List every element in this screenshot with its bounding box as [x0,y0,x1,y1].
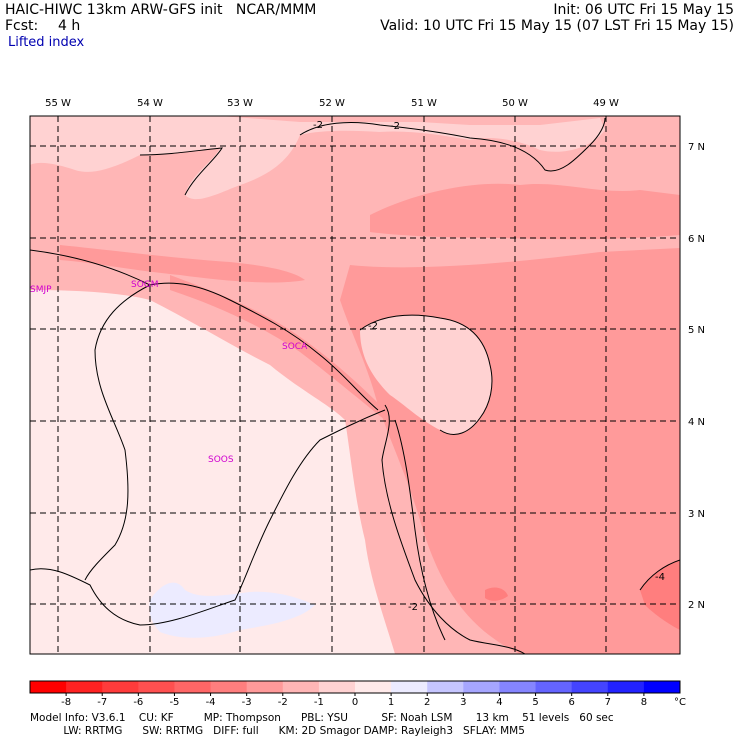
lat-label: 3 N [688,509,705,520]
colorbar-tick-label: -4 [206,697,216,708]
contour-label: -2 [390,121,400,132]
lat-label: 5 N [688,325,705,336]
colorbar-swatch [607,681,645,693]
colorbar-unit: °C [674,697,686,708]
forecast-label: Fcst: [5,18,39,34]
field-positive-patch [149,582,315,638]
coastline-north [30,249,379,411]
station-label: SOCA [282,342,308,352]
colorbar-swatch [318,681,356,693]
contour-minus2-east-coast [394,419,446,641]
footer-physics: LW: RRTMG SW: RRTMG DIFF: full KM: 2D Sm… [30,725,525,737]
colorbar-swatch [174,681,212,693]
colorbar-tick-label: 8 [641,697,647,708]
colorbar-tick-label: 2 [424,697,430,708]
shaded-field [30,116,680,654]
field-name: Lifted index [8,35,85,50]
contour-label: -2 [313,120,323,131]
colorbar-tick-label: 0 [352,697,358,708]
contour-label: -4 [655,572,665,583]
coastlines [30,249,526,654]
init-time: Init: 06 UTC Fri 15 May 15 [553,2,734,18]
colorbar-swatch [102,681,139,693]
colorbar-swatch [246,681,284,693]
lon-label: 52 W [319,98,345,109]
colorbar-tick-label: 1 [388,697,394,708]
contour-minus4-se [639,559,680,591]
lat-label: 6 N [688,234,705,245]
colorbar-tick-label: -7 [97,697,107,708]
colorbar-swatch [499,681,537,693]
colorbar-swatch [427,681,464,693]
colorbar-swatch [535,681,573,693]
colorbar-swatch [643,681,681,693]
lon-label: 53 W [227,98,253,109]
colorbar-swatch [282,681,320,693]
lon-label: 51 W [411,98,437,109]
colorbar-tick-label: -2 [278,697,288,708]
border-central [30,409,386,626]
field-coastal-strip [170,275,385,420]
lat-lon-grid [30,116,680,654]
colorbar-tick-label: -3 [242,697,252,708]
lon-label: 55 W [45,98,71,109]
colorbar-tick-label: 4 [496,697,502,708]
footer-model-info: Model Info: V3.6.1 CU: KF MP: Thompson P… [30,712,614,724]
lat-label: 4 N [688,417,705,428]
colorbar-swatch [138,681,175,693]
colorbar-swatch [66,681,103,693]
colorbar-tick-label: -8 [61,697,71,708]
contour-minus2-north [299,117,606,172]
contours [139,117,680,641]
colorbar-tick-label: 5 [532,697,538,708]
colorbar-swatch [391,681,428,693]
field-minus1-interior [30,290,395,654]
station-label: SMJP [30,285,52,295]
contour-label: -2 [408,602,418,613]
field-minus3-strip-west [60,245,305,283]
field-minus2-bay [360,315,492,435]
valid-time: Valid: 10 UTC Fri 15 May 15 (07 LST Fri … [380,18,734,34]
border-east [381,404,526,654]
border-west-east [84,284,151,581]
model-title: HAIC-HIWC 13km ARW-GFS init NCAR/MMM [5,2,317,18]
lat-label: 2 N [688,600,705,611]
station-label: SOOS [208,455,234,465]
station-label: SOGM [131,280,159,290]
lat-label: 7 N [688,142,705,153]
colorbar-tick-label: 6 [568,697,574,708]
colorbar-tick-label: -5 [169,697,179,708]
colorbar-swatch [30,681,67,693]
colorbar-tick-label: -6 [133,697,143,708]
colorbar-tick-label: -1 [314,697,324,708]
lon-label: 54 W [137,98,163,109]
colorbar-swatch [210,681,248,693]
field-minus3-band-north [370,183,680,240]
forecast-hours: 4 h [58,18,81,34]
contour-minus2-west-north [139,147,223,196]
colorbar-ticks: -8 -7 -6 -5 -4 -3 -2 -1 0 1 2 3 4 5 6 7 8 [61,693,647,708]
colorbar [29,680,681,694]
field-minus4-cell-south [485,587,508,601]
colorbar-swatch [463,681,500,693]
lon-label: 50 W [502,98,528,109]
colorbar-tick-label: 7 [605,697,611,708]
contour-minus2-bay [359,314,493,435]
field-minus4-cell-se [640,560,680,630]
map-border [29,115,681,655]
contour-label: -2 [368,321,378,332]
colorbar-swatch [355,681,392,693]
colorbar-tick-label: 3 [460,697,466,708]
lon-label: 49 W [593,98,619,109]
colorbar-swatch [571,681,609,693]
